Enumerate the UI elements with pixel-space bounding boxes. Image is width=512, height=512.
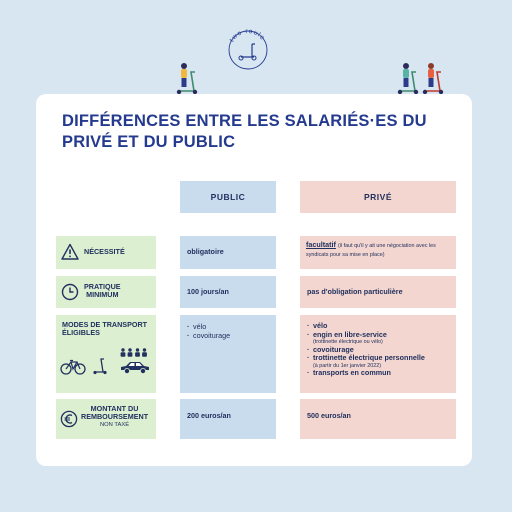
two-roule-logo: two roule [222,24,274,76]
scooter-rider-illustration [422,63,444,95]
list-item: engin en libre-service(trottinette élect… [307,329,456,346]
row-label-text: MONTANT DU [90,404,139,413]
private-practice-value: pas d'obligation particulière [300,276,456,308]
row-label-amount: MONTANT DU REMBOURSEMENT NON TAXÉ [56,399,156,439]
public-amount-value: 200 euros/an [180,399,276,439]
row-label-text: ÉLIGIBLES [62,328,100,338]
private-necessity-note: (il faut qu'il y ait une négociation ave… [306,243,436,258]
people-icon [120,348,147,357]
warning-icon [61,243,79,260]
scooter-rider-illustration [176,63,198,95]
scooter-rider-illustration [397,63,419,95]
public-practice-value: 100 jours/an [180,276,276,308]
list-item: covoiturage [187,331,276,341]
row-label-text: REMBOURSEMENT [81,412,149,422]
list-item: transports en commun [307,369,456,378]
private-amount-value: 500 euros/an [300,399,456,439]
public-transport-list: vélo covoiturage [180,315,276,393]
row-label-text: MODES DE TRANSPORT [62,320,148,329]
column-header-public: PUBLIC [180,181,276,213]
public-necessity-value: obligatoire [180,236,276,269]
row-label-practice: PRATIQUE MINIMUM [56,276,156,308]
bicycle-icon [60,359,86,375]
row-label-note: NON TAXÉ [99,421,130,428]
list-item: vélo [187,322,276,332]
row-label-text: NÉCESSITÉ [84,247,125,256]
list-item: trottinette électrique personnelle(à par… [307,353,456,369]
page-title: Différences entre les salariés·es du pri… [62,112,427,151]
row-label-necessity: NÉCESSITÉ [56,236,156,269]
private-necessity-main: facultatif [306,240,336,249]
row-label-text: MINIMUM [86,290,119,300]
private-necessity-value: facultatif (il faut qu'il y ait une négo… [300,236,456,269]
list-item-text: engin en libre-service [313,329,387,339]
scooter-icon [93,358,107,375]
euro-icon [60,410,78,428]
column-header-private: PRIVÉ [300,181,456,213]
row-label-transport: MODES DE TRANSPORT ÉLIGIBLES [56,315,156,393]
car-icon [121,362,149,374]
list-item-text: trottinette électrique personnelle [313,353,425,363]
row-label-text: PRATIQUE [84,282,121,291]
clock-icon [61,283,79,301]
list-item-note: (trottinette électrique ou vélo) [313,339,383,346]
list-item: vélo [307,321,456,331]
list-item: covoiturage [307,345,456,355]
list-item-note: (à partir du 1er janvier 2022) [313,362,382,369]
private-transport-list: vélo engin en libre-service(trottinette … [300,315,456,393]
